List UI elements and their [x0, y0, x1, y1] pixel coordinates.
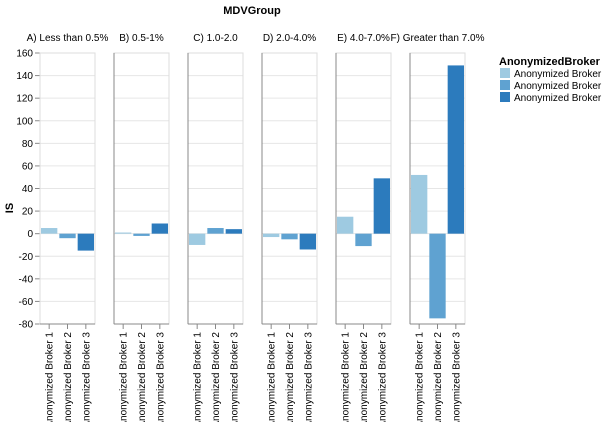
bar[interactable]: [207, 228, 224, 234]
legend-item[interactable]: Anonymized Broker 1: [500, 68, 603, 80]
facets: A) Less than 0.5% Anonymized Broker 1 Anon…: [27, 33, 485, 422]
legend-label: Anonymized Broker 2: [514, 81, 603, 92]
x-tick-label: Anonymized Broker 1: [45, 332, 56, 422]
y-tick-label: 160: [16, 49, 33, 60]
x-tick-label: Anonymized Broker 3: [377, 332, 388, 422]
bar[interactable]: [281, 233, 298, 240]
x-tick-label: Anonymized Broker 1: [415, 332, 426, 422]
legend-swatch: [500, 92, 510, 102]
bar[interactable]: [151, 223, 168, 234]
y-tick-label: -40: [19, 274, 34, 285]
x-tick-label: Anonymized Broker 2: [359, 332, 370, 422]
bar[interactable]: [41, 228, 58, 234]
facet-title: F) Greater than 7.0%: [391, 33, 485, 44]
facet-title: C) 1.0-2.0: [193, 33, 238, 44]
bar[interactable]: [225, 229, 242, 234]
facet-panel: F) Greater than 7.0% Anonymized Broker 1 A…: [391, 33, 485, 422]
facet-panel: B) 0.5-1% Anonymized Broker 1 Anonymized B…: [113, 33, 170, 422]
legend: AnonymizedBroker Anonymized Broker 1Anon…: [499, 56, 603, 104]
facet-panel: D) 2.0-4.0% Anonymized Broker 1 Anonymized…: [261, 33, 318, 422]
y-tick-label: 120: [16, 94, 33, 105]
facet-title: D) 2.0-4.0%: [263, 33, 316, 44]
bar[interactable]: [299, 233, 316, 250]
facet-title: A) Less than 0.5%: [27, 33, 109, 44]
x-tick-label: Anonymized Broker 3: [451, 332, 462, 422]
facet-panel: E) 4.0-7.0% Anonymized Broker 1 Anonymized…: [335, 33, 392, 422]
x-tick-label: Anonymized Broker 3: [155, 332, 166, 422]
bar[interactable]: [133, 233, 150, 236]
y-tick-label: 80: [22, 139, 34, 150]
bar[interactable]: [447, 65, 464, 234]
legend-item[interactable]: Anonymized Broker 2: [500, 80, 603, 92]
x-tick-label: Anonymized Broker 1: [193, 332, 204, 422]
x-tick-label: Anonymized Broker 3: [303, 332, 314, 422]
y-tick-label: -20: [19, 252, 34, 263]
bar[interactable]: [373, 178, 390, 234]
y-axis: 160 140 120 100 80 60 40 20 0 -20 -40 -60 -80: [16, 49, 41, 331]
x-tick-label: Anonymized Broker 2: [137, 332, 148, 422]
bar[interactable]: [355, 233, 372, 247]
bar[interactable]: [77, 233, 94, 251]
x-tick-label: Anonymized Broker 1: [267, 332, 278, 422]
bar[interactable]: [263, 233, 280, 238]
y-axis-title: IS: [4, 203, 16, 213]
x-tick-label: Anonymized Broker 2: [211, 332, 222, 422]
legend-swatch: [500, 80, 510, 90]
y-tick-label: -80: [19, 320, 34, 331]
legend-item[interactable]: Anonymized Broker 3: [500, 92, 603, 104]
x-tick-label: Anonymized Broker 2: [433, 332, 444, 422]
bar[interactable]: [411, 174, 428, 234]
y-tick-label: 0: [27, 229, 33, 240]
x-tick-label: Anonymized Broker 2: [63, 332, 74, 422]
facet-title: B) 0.5-1%: [119, 33, 164, 44]
bar[interactable]: [115, 232, 132, 234]
y-tick-label: 100: [16, 116, 33, 127]
facet-panel: C) 1.0-2.0 Anonymized Broker 1 Anonymized …: [187, 33, 244, 422]
x-tick-label: Anonymized Broker 2: [285, 332, 296, 422]
y-tick-label: 20: [22, 207, 34, 218]
facet-panel: A) Less than 0.5% Anonymized Broker 1 Anon…: [27, 33, 109, 422]
x-tick-label: Anonymized Broker 3: [229, 332, 240, 422]
chart-title: MDVGroup: [223, 5, 281, 17]
bar[interactable]: [59, 233, 76, 239]
legend-label: Anonymized Broker 3: [514, 93, 603, 104]
bar[interactable]: [189, 233, 206, 245]
x-tick-label: Anonymized Broker 3: [81, 332, 92, 422]
y-tick-label: 40: [22, 184, 34, 195]
x-tick-label: Anonymized Broker 1: [341, 332, 352, 422]
legend-title: AnonymizedBroker: [499, 56, 601, 68]
y-tick-label: 60: [22, 161, 34, 172]
legend-label: Anonymized Broker 1: [514, 69, 603, 80]
bar[interactable]: [429, 233, 446, 319]
y-tick-label: -60: [19, 297, 34, 308]
legend-swatch: [500, 68, 510, 78]
y-tick-label: 140: [16, 71, 33, 82]
facet-title: E) 4.0-7.0%: [337, 33, 390, 44]
bar[interactable]: [337, 216, 354, 234]
x-tick-label: Anonymized Broker 1: [119, 332, 130, 422]
